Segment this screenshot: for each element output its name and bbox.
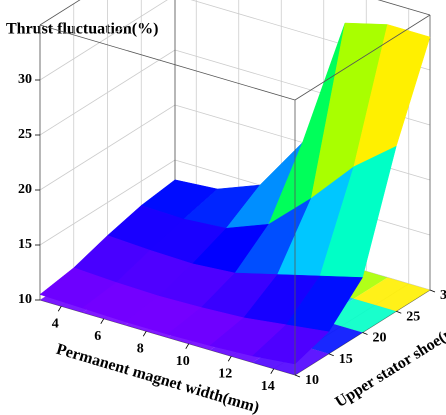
z-tick-label: 20 (18, 182, 32, 197)
floor-projection (320, 298, 397, 333)
x-tick-label: 8 (137, 341, 144, 356)
tick-mark (185, 343, 190, 349)
tick-mark (396, 310, 402, 314)
y-tick-label: 15 (339, 352, 353, 367)
tick-mark (294, 374, 301, 378)
tick-mark (142, 331, 147, 337)
tick-mark (328, 353, 334, 357)
tick-mark (227, 356, 232, 362)
y-tick-label: 20 (373, 331, 387, 346)
z-tick-label: 15 (18, 237, 32, 252)
box-edge (377, 0, 431, 16)
box-edge (39, 0, 81, 26)
tick-mark (57, 306, 62, 312)
surface-patch (251, 324, 330, 365)
chart-title: Thrust fluctuation(%) (6, 21, 158, 38)
tick-mark (429, 289, 436, 293)
x-tick-label: 6 (94, 329, 101, 344)
z-tick-label: 25 (18, 127, 32, 142)
x-tick-label: 10 (176, 354, 190, 369)
y-tick-label: 10 (305, 373, 319, 388)
tick-mark (270, 368, 275, 374)
tick-mark (100, 318, 105, 324)
box-edge (294, 14, 431, 101)
tick-mark (362, 332, 368, 335)
y-tick-label: 30 (440, 288, 446, 303)
x-tick-label: 4 (52, 316, 59, 331)
x-tick-label: 14 (261, 379, 275, 394)
box-edge (39, 24, 296, 101)
z-tick-label: 10 (18, 292, 32, 307)
floor-projection (353, 277, 430, 312)
x-tick-label: 12 (218, 366, 232, 381)
z-tick-label: 30 (18, 72, 32, 87)
y-tick-label: 25 (406, 309, 420, 324)
